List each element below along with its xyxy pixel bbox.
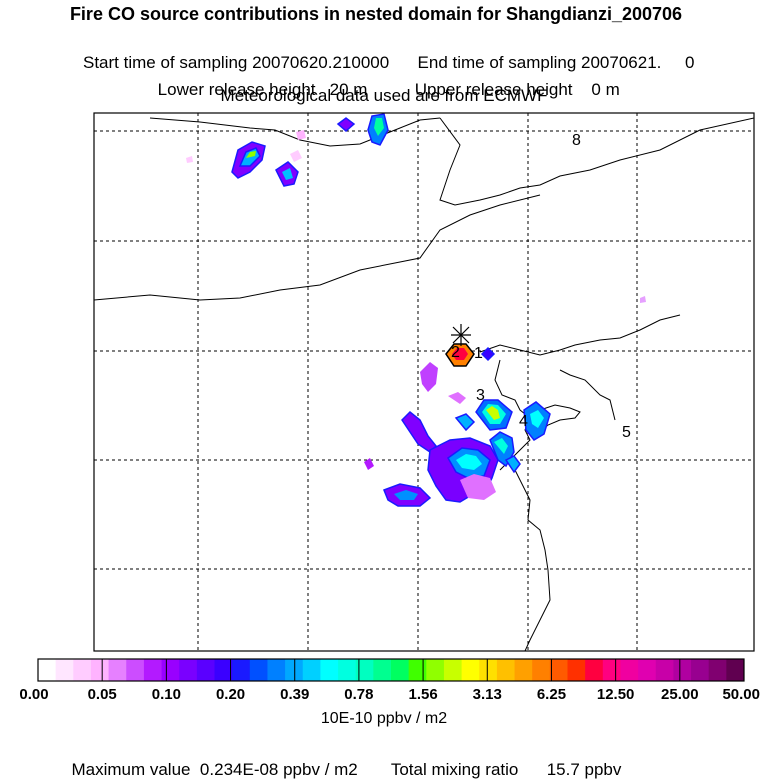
lat-lon-grid [94,113,754,651]
region-label-8: 8 [572,132,581,149]
receptor-star [451,324,471,346]
colorbar-cell [285,659,304,681]
colorbar-cell [143,659,163,681]
colorbar-tick-label: 0.20 [216,686,245,703]
colorbar-cell [567,659,586,681]
region-label-2: 2 [451,344,460,361]
colorbar-tick-label: 6.25 [537,686,566,703]
max-value-label: Maximum value 0.234E-08 ppbv / m2 [71,760,358,779]
coast-north [479,314,681,356]
concentration-field [186,113,646,507]
colorbar-tick-labels: 0.00 0.05 0.10 0.20 0.39 0.78 1.56 3.13 6.25 12.5… [19,686,760,703]
mongolia-border [94,194,541,301]
colorbar-cell [320,659,339,681]
colorbar-cell [90,659,110,681]
colorbar-tick-label: 12.50 [597,686,635,703]
colorbar-cell [73,659,92,681]
colorbar-cell [726,659,745,681]
colorbar-tick-label: 50.00 [722,686,760,703]
colorbar-cell [55,659,74,681]
colorbar-cell [408,659,427,681]
colorbar-cell [638,659,657,681]
colorbar-cell [585,659,604,681]
colorbar-tick-label: 0.05 [88,686,117,703]
colorbar-cell [38,659,57,681]
plot-title: Fire CO source contributions in nested d… [69,4,683,24]
northeast-border [439,117,754,206]
coast-peninsula [539,404,581,433]
colorbar-cell [338,659,357,681]
colorbar-cell [708,659,727,681]
colorbar-cell [179,659,198,681]
korea-coast [559,369,616,421]
map-content: 8 2 1 3 4 5 [94,113,754,651]
colorbar-cell [514,659,533,681]
northern-border [149,117,441,147]
map-frame [93,112,755,652]
met-data-note: Meteorological data used are from ECMWF [220,86,548,105]
upper-release-label: Upper release height 0 m [414,80,620,99]
colorbar-cell [214,659,233,681]
colorbar-cell [602,659,621,681]
footer-stats: Maximum value 0.234E-08 ppbv / m2 Total … [62,740,621,780]
colorbar-tick-label: 0.00 [19,686,48,703]
colorbar-cell [426,659,445,681]
colorbar-cell [391,659,410,681]
colorbar-cell [373,659,392,681]
colorbar-cell [126,659,145,681]
colorbar-cells [37,658,745,682]
colorbar-cell [161,659,180,681]
colorbar-cell [673,659,692,681]
lower-release-label: Lower release height 20 m [157,80,368,99]
region-label-1: 1 [474,345,483,362]
colorbar-cell [302,659,321,681]
colorbar-units: 10E-10 ppbv / m2 [320,710,448,727]
colorbar-cell [655,659,674,681]
region-label-3: 3 [476,387,485,404]
colorbar-tick-label: 0.39 [280,686,309,703]
colorbar-tick-label: 0.10 [152,686,181,703]
colorbar-cell [108,659,127,681]
end-time-label: End time of sampling 20070621. 0 [417,53,695,72]
colorbar-cell [479,659,498,681]
boundaries [94,117,754,651]
colorbar-cell [532,659,551,681]
region-label-4: 4 [519,413,528,430]
region-labels: 8 2 1 3 4 5 [451,132,631,441]
colorbar-cell [249,659,268,681]
colorbar-tick-label: 0.78 [344,686,373,703]
colorbar-cell [196,659,215,681]
sampling-times: Start time of sampling 20070620.210000 E… [0,33,768,73]
colorbar-cell [620,659,639,681]
colorbar-cell [443,659,463,681]
colorbar-tick-label: 1.56 [408,686,437,703]
colorbar-cell [461,659,480,681]
colorbar-cell [232,659,251,681]
coast-south [509,459,551,651]
colorbar-tick-label: 3.13 [473,686,502,703]
colorbar-tick-label: 25.00 [661,686,699,703]
region-label-5: 5 [622,424,631,441]
colorbar-cell [691,659,710,681]
start-time-label: Start time of sampling 20070620.210000 [82,53,390,72]
colorbar-cell [549,659,568,681]
release-heights: Lower release height 20 m Upper release … [0,60,768,100]
colorbar-cell [267,659,286,681]
colorbar-cell [496,659,516,681]
total-mixing-label: Total mixing ratio 15.7 ppbv [390,760,622,779]
colorbar-cell [355,659,374,681]
